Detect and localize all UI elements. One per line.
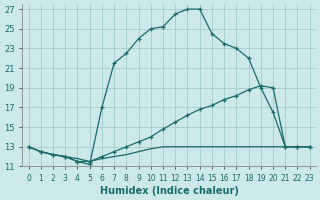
X-axis label: Humidex (Indice chaleur): Humidex (Indice chaleur) xyxy=(100,186,239,196)
